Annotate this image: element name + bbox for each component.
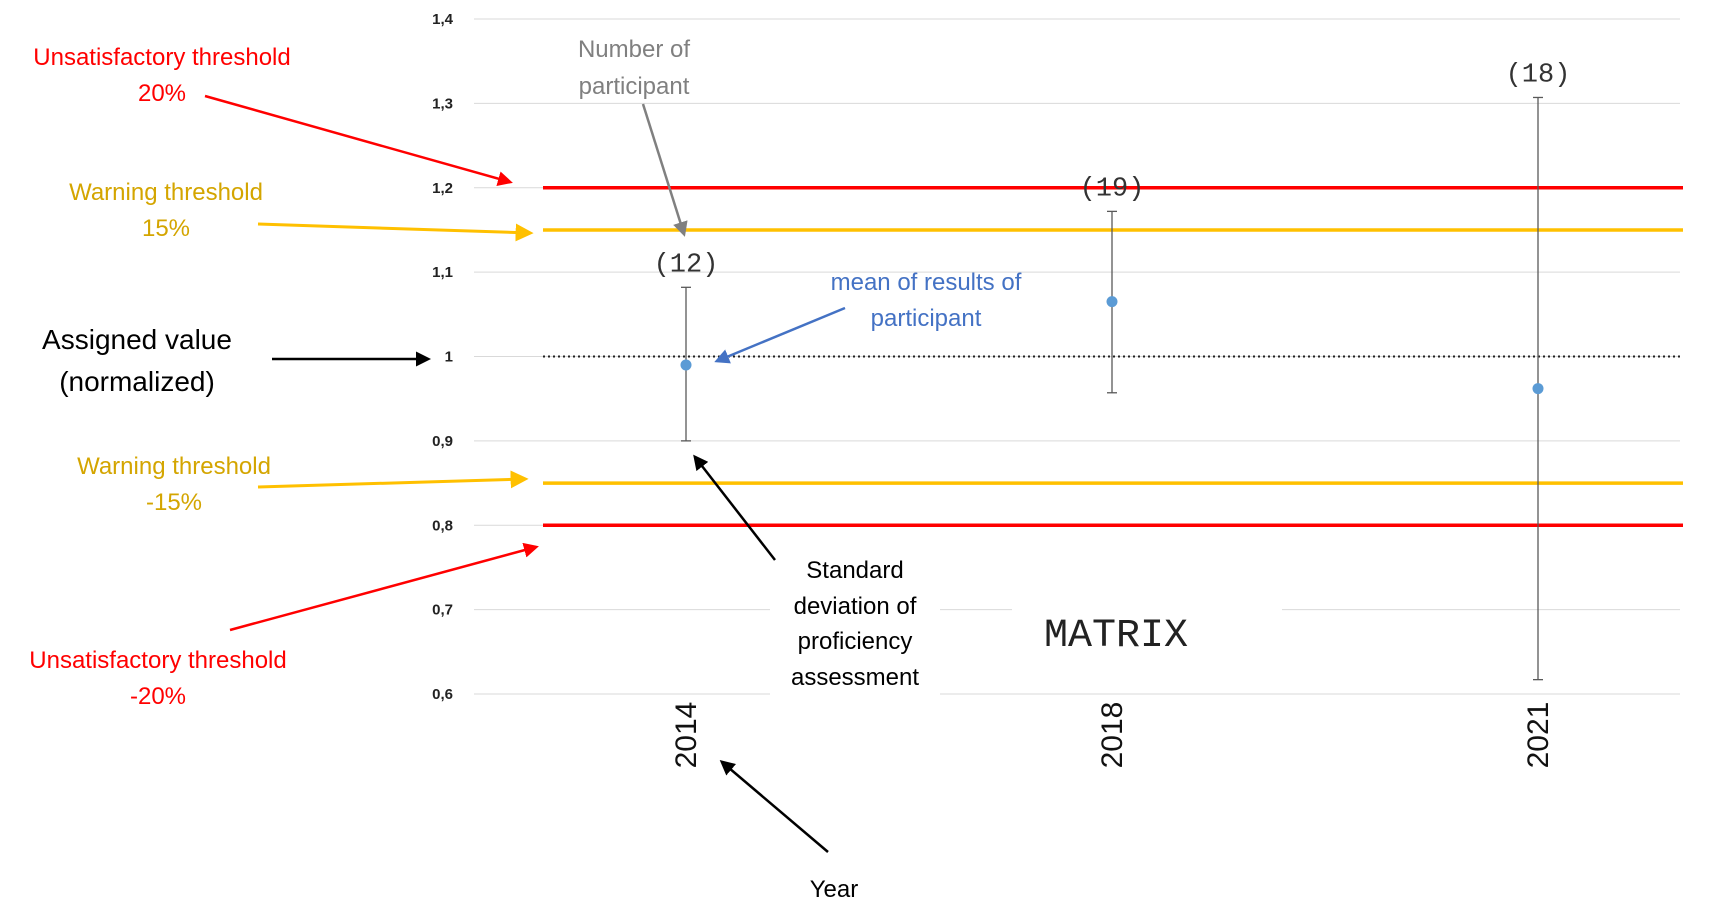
chart-title: MATRIX — [1044, 614, 1188, 659]
warn-upper-annotation: Warning threshold 15% — [69, 179, 534, 242]
mean-point — [1106, 296, 1118, 308]
unsat-lower-arrow — [229, 542, 539, 632]
warn-upper-arrow — [257, 222, 534, 242]
y-tick-label: 1,2 — [432, 180, 453, 197]
sd-line1: Standard — [806, 557, 903, 584]
year-label: Year — [810, 876, 859, 902]
unsat-upper-label: Unsatisfactory threshold — [33, 44, 290, 71]
participant-counts: (12) (19) (18) — [654, 60, 1571, 280]
warn-upper-percent: 15% — [142, 215, 190, 242]
participants-label: Number of — [578, 36, 690, 63]
warn-lower-percent: -15% — [146, 489, 202, 516]
y-tick-label: 1,1 — [432, 264, 453, 281]
unsat-upper-annotation: Unsatisfactory threshold 20% — [33, 44, 513, 186]
warn-lower-annotation: Warning threshold -15% — [77, 453, 529, 516]
year-annotation: Year — [719, 760, 859, 902]
y-tick-label: 0,9 — [432, 433, 453, 450]
sd-line4: assessment — [791, 664, 919, 691]
year-arrow — [719, 760, 829, 853]
x-tick-label: 2014 — [670, 702, 703, 769]
y-axis-ticks: 0,6 0,7 0,8 0,9 1 1,1 1,2 1,3 1,4 — [432, 11, 454, 703]
participant-count: (19) — [1080, 174, 1145, 204]
warn-lower-label: Warning threshold — [77, 453, 271, 480]
y-tick-label: 1,4 — [432, 11, 454, 28]
warn-lower-arrow — [257, 470, 529, 489]
threshold-lines — [543, 186, 1683, 527]
sd-backdrop — [770, 550, 940, 698]
mean-point — [680, 359, 692, 371]
title-backdrop — [1012, 608, 1282, 666]
y-tick-label: 0,6 — [432, 686, 453, 703]
mean-label: mean of results of — [831, 269, 1022, 296]
mean-points — [680, 296, 1544, 395]
y-tick-label: 0,7 — [432, 602, 453, 619]
unsat-upper-percent: 20% — [138, 80, 186, 107]
participants-sublabel: participant — [579, 73, 690, 100]
unsat-lower-percent: -20% — [130, 683, 186, 710]
sd-line2: deviation of — [794, 593, 917, 620]
participants-arrow — [641, 103, 688, 237]
assigned-sublabel: (normalized) — [59, 366, 215, 397]
unsat-lower-annotation: Unsatisfactory threshold -20% — [29, 542, 539, 710]
participant-count: (18) — [1506, 60, 1571, 90]
y-tick-label: 1,3 — [432, 95, 453, 112]
x-axis-ticks: 2014 2018 2021 — [670, 702, 1555, 769]
sd-arrow — [693, 454, 776, 561]
sd-line3: proficiency — [798, 628, 913, 655]
x-tick-label: 2018 — [1096, 702, 1129, 769]
warn-upper-label: Warning threshold — [69, 179, 263, 206]
sd-annotation: Standard deviation of proficiency assess… — [693, 454, 940, 698]
participants-annotation: Number of participant — [578, 36, 690, 237]
participant-count: (12) — [654, 250, 719, 280]
mean-point — [1532, 383, 1544, 395]
y-tick-label: 0,8 — [432, 517, 453, 534]
mean-arrow — [714, 306, 846, 364]
unsat-lower-label: Unsatisfactory threshold — [29, 647, 286, 674]
unsat-upper-arrow — [204, 94, 513, 186]
mean-annotation: mean of results of participant — [714, 269, 1022, 364]
mean-sublabel: participant — [871, 305, 982, 332]
x-tick-label: 2021 — [1522, 702, 1555, 769]
y-tick-label: 1 — [445, 349, 453, 366]
assigned-label: Assigned value — [42, 324, 232, 355]
assigned-annotation: Assigned value (normalized) — [42, 324, 431, 397]
